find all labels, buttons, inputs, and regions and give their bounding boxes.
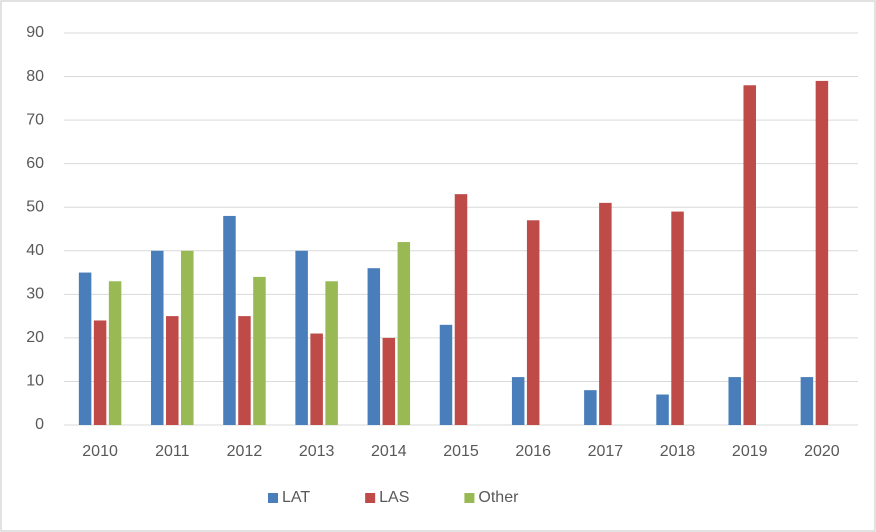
bar: [382, 337, 396, 425]
bar: [151, 250, 164, 425]
bar: [397, 242, 411, 425]
y-tick-label: 70: [26, 111, 44, 128]
bar: [238, 316, 251, 425]
y-tick-label: 50: [26, 198, 44, 215]
bar: [253, 276, 266, 425]
bar: [584, 390, 597, 425]
bar: [656, 394, 669, 425]
bar: [93, 320, 107, 425]
x-tick-label: 2012: [227, 443, 263, 460]
bar: [78, 272, 92, 425]
x-tick-label: 2013: [299, 443, 335, 460]
bar: [599, 202, 612, 425]
y-tick-label: 10: [26, 373, 44, 390]
legend-swatch: [464, 493, 475, 503]
bar: [367, 268, 381, 425]
x-tick-label: 2019: [732, 443, 768, 460]
x-tick-label: 2011: [155, 443, 190, 460]
bar: [671, 211, 684, 425]
x-tick-label: 2010: [82, 443, 118, 460]
y-tick-label: 20: [26, 329, 44, 346]
legend-swatch: [268, 493, 278, 503]
legend-swatch: [365, 493, 376, 503]
legend-label: Other: [478, 489, 519, 506]
bar: [181, 250, 194, 425]
legend-label: LAS: [379, 489, 409, 506]
x-tick-label: 2020: [804, 443, 840, 460]
bar: [439, 324, 453, 425]
x-tick-label: 2015: [443, 443, 479, 460]
y-tick-label: 30: [26, 286, 44, 303]
x-tick-label: 2017: [588, 443, 624, 460]
bar: [511, 377, 525, 425]
y-tick-label: 90: [26, 24, 44, 41]
bar: [223, 215, 236, 425]
bar: [166, 316, 179, 425]
bar: [800, 377, 814, 425]
x-tick-label: 2016: [515, 443, 551, 460]
y-tick-label: 60: [26, 155, 44, 172]
bar: [454, 194, 468, 425]
bar: [325, 281, 338, 425]
bar: [815, 80, 829, 426]
bar: [310, 333, 323, 425]
y-tick-label: 80: [26, 68, 44, 85]
bar: [295, 250, 308, 425]
x-tick-label: 2014: [371, 443, 407, 460]
y-tick-label: 40: [26, 242, 44, 259]
bar: [728, 377, 741, 425]
legend-label: LAT: [282, 489, 310, 506]
bar: [108, 281, 122, 425]
bar: [743, 85, 756, 426]
bar: [526, 220, 540, 425]
x-tick-label: 2018: [660, 443, 696, 460]
y-tick-label: 0: [35, 416, 44, 433]
